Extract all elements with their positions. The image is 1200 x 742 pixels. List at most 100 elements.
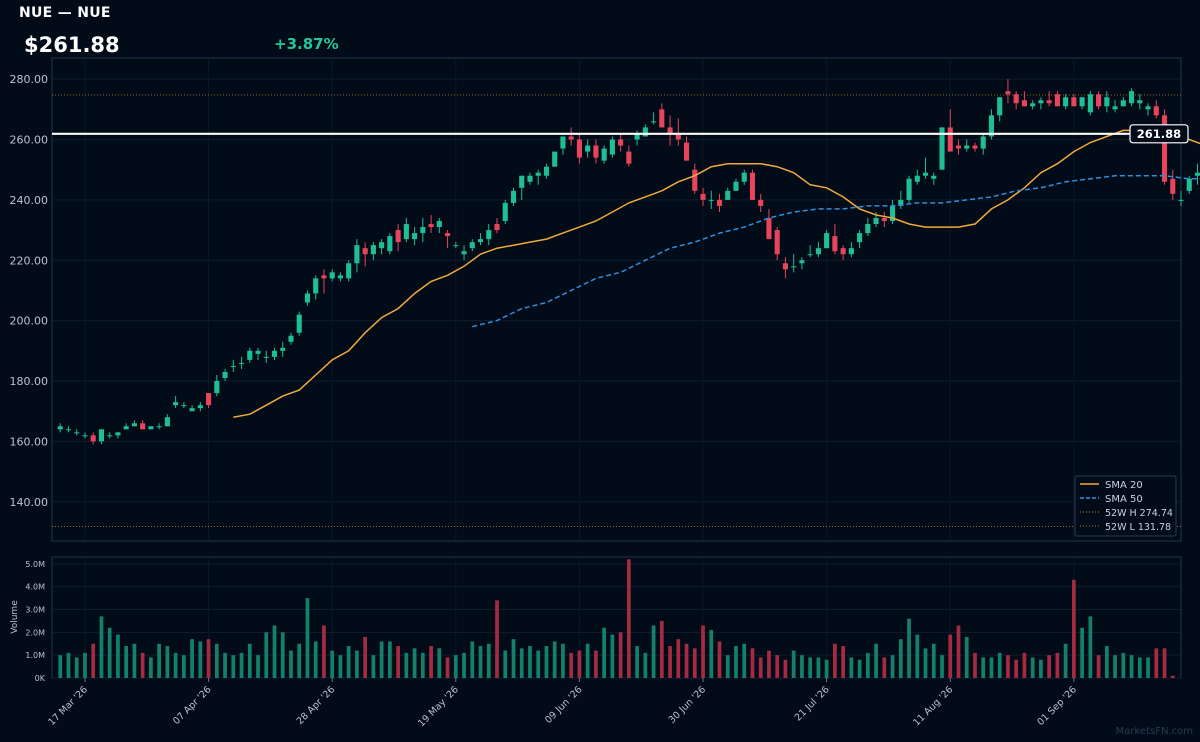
volume-bar	[610, 634, 615, 678]
candle-body	[857, 233, 863, 243]
candle-body	[535, 172, 541, 176]
volume-bar	[264, 632, 269, 678]
volume-bar	[478, 646, 483, 678]
volume-bar	[388, 641, 392, 678]
candle-body	[90, 435, 96, 442]
volume-bar	[948, 634, 953, 678]
candle-body	[1096, 94, 1102, 107]
volume-bar	[1137, 657, 1142, 678]
candle-body	[238, 362, 245, 364]
volume-bar	[989, 657, 994, 678]
candle-body	[997, 97, 1003, 116]
candle-body	[576, 139, 582, 158]
volume-bar	[1113, 655, 1117, 678]
volume-bar	[643, 652, 648, 678]
candle-body	[395, 230, 401, 243]
volume-tick-label: 4.0M	[25, 583, 45, 592]
candle-body	[214, 381, 220, 394]
volume-bar	[1104, 646, 1109, 678]
volume-bar	[973, 652, 977, 678]
price-tick-label: 280.00	[10, 73, 49, 86]
candle-body	[403, 224, 409, 240]
last-price-line: 261.88	[52, 124, 1189, 144]
volume-bar	[165, 646, 170, 678]
candle-body	[271, 350, 278, 357]
volume-bar	[725, 655, 730, 678]
candle-body	[700, 193, 706, 200]
date-tick-label: 07 Apr '26	[171, 684, 214, 727]
candle-body	[1030, 103, 1036, 107]
candle-body	[313, 278, 319, 294]
candle-body	[692, 169, 698, 191]
candle-body	[741, 172, 747, 182]
candle-body	[230, 365, 236, 367]
volume-bar	[997, 652, 1002, 678]
candle-body	[354, 245, 360, 264]
volume-bar	[561, 643, 565, 678]
candle-body	[931, 175, 937, 179]
candle-body	[131, 423, 137, 427]
volume-bar	[808, 657, 813, 678]
volume-bar	[453, 655, 458, 678]
volume-bar	[58, 655, 63, 678]
candle-body	[1054, 94, 1060, 107]
volume-bar	[289, 650, 293, 678]
candle-body	[107, 435, 113, 437]
candle-body	[57, 426, 63, 430]
candle-body	[881, 217, 887, 222]
candle-body	[1071, 97, 1077, 107]
volume-bar	[1121, 652, 1126, 678]
candle-body	[379, 242, 385, 249]
volume-bar	[66, 652, 71, 678]
date-tick-label: 28 Apr '26	[295, 684, 338, 727]
volume-bar	[857, 659, 862, 678]
volume-bar	[1030, 657, 1035, 678]
volume-bar	[495, 600, 499, 678]
volume-bar	[627, 559, 631, 678]
volume-bar	[602, 627, 606, 678]
candle-body	[1079, 97, 1085, 107]
volume-bar	[833, 643, 837, 678]
candle-body	[972, 145, 978, 149]
volume-bars	[58, 559, 1175, 678]
volume-bar	[1162, 648, 1167, 678]
volume-bar	[940, 655, 944, 678]
volume-bar	[742, 643, 747, 678]
volume-bar	[1055, 652, 1060, 678]
date-tick-label: 09 Jun '26	[543, 684, 584, 725]
volume-bar	[1022, 652, 1027, 678]
volume-bar	[223, 652, 227, 678]
candle-body	[445, 233, 451, 237]
grid	[52, 58, 1181, 679]
candle-body	[156, 426, 162, 428]
candle-body	[634, 133, 640, 140]
volume-bar	[618, 632, 623, 678]
volume-bar	[371, 655, 376, 678]
price-tick-label: 140.00	[10, 496, 49, 509]
candle-body	[1186, 178, 1192, 191]
volume-bar	[511, 639, 516, 678]
sma20-line	[233, 129, 1200, 418]
candle-body	[832, 236, 838, 252]
volume-bar	[1096, 655, 1101, 678]
volume-bar	[1006, 655, 1010, 678]
candle-body	[716, 199, 723, 206]
volume-axis-ticks: 0K 1.0M 2.0M 3.0M 4.0M 5.0M	[25, 560, 45, 683]
candle-body	[148, 426, 154, 430]
volume-bar	[1129, 655, 1134, 678]
volume-bar	[701, 625, 705, 678]
candle-body	[1178, 199, 1184, 201]
candle-body	[659, 109, 665, 128]
volume-bar	[247, 643, 252, 678]
watermark: MarketsFN.com	[1116, 726, 1193, 737]
candle-body	[247, 350, 253, 360]
candle-body	[1120, 100, 1126, 107]
volume-bar	[816, 657, 821, 678]
volume-bar	[882, 657, 887, 678]
volume-bar	[907, 618, 911, 678]
candle-body	[1021, 100, 1027, 107]
volume-bar	[462, 652, 466, 678]
volume-bar	[132, 643, 137, 678]
candle-body	[675, 133, 681, 140]
volume-bar	[330, 650, 335, 678]
